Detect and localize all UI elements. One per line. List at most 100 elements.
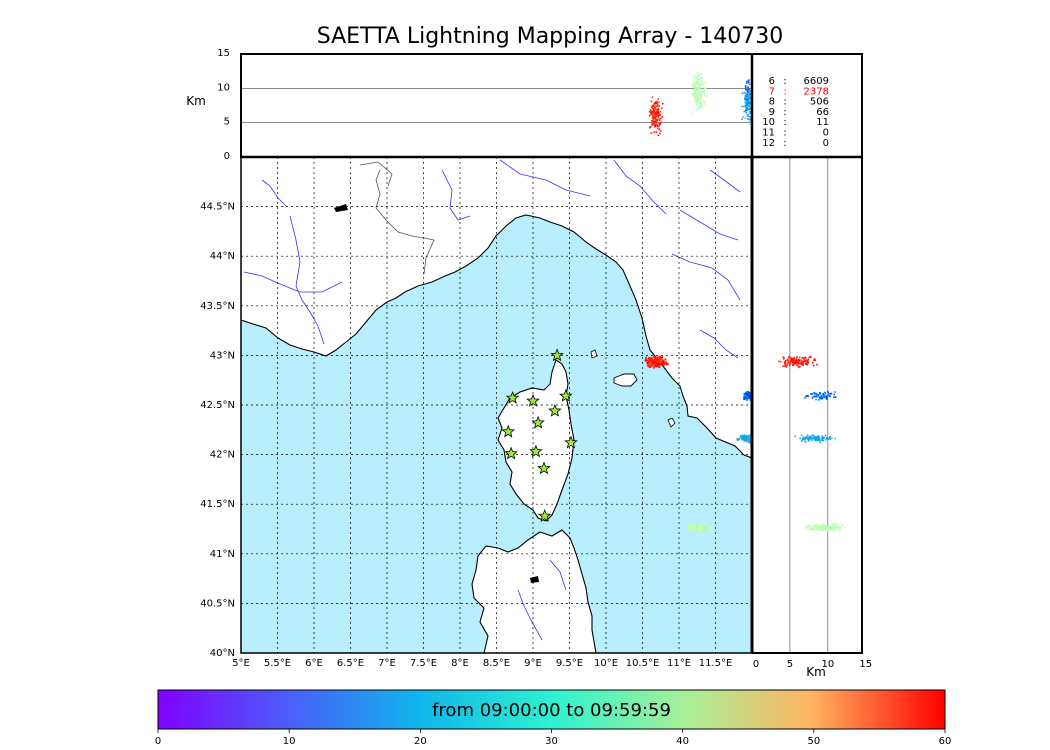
lightning-source — [697, 97, 700, 99]
lightning-source — [655, 360, 658, 363]
lightning-source — [699, 82, 702, 85]
lightning-source — [748, 91, 750, 94]
lightning-source — [802, 436, 805, 439]
lightning-source — [646, 359, 649, 362]
lightning-source — [697, 78, 700, 81]
lightning-source — [747, 438, 750, 441]
lightning-source — [821, 397, 824, 400]
lightning-source — [661, 102, 664, 105]
lightning-source — [834, 525, 837, 528]
lightning-source — [748, 87, 750, 90]
lightning-source — [704, 87, 707, 90]
lightning-source — [794, 359, 797, 362]
lightning-source — [824, 391, 826, 394]
lightning-source — [655, 108, 657, 110]
lightning-source — [661, 362, 664, 365]
lightning-source — [804, 362, 807, 365]
lightning-source — [825, 397, 828, 400]
lightning-source — [747, 80, 750, 83]
lightning-source — [699, 103, 702, 105]
lightning-source — [692, 75, 695, 78]
lightning-source — [702, 91, 704, 94]
lightning-source — [746, 109, 748, 111]
lightning-source — [748, 112, 751, 114]
lightning-source — [834, 391, 836, 393]
lightning-source — [743, 398, 746, 401]
lightning-source — [694, 94, 697, 96]
lightning-source — [822, 392, 824, 395]
lightning-source — [802, 437, 804, 439]
lightning-source — [694, 97, 697, 100]
lightning-source — [693, 99, 696, 102]
lightning-source — [824, 434, 827, 437]
lightning-source — [831, 437, 833, 439]
lightning-source — [796, 359, 799, 362]
lightning-source — [823, 395, 826, 398]
lightning-source — [822, 525, 825, 528]
colorbar-tick-label: 60 — [939, 736, 952, 747]
lightning-source — [649, 112, 652, 114]
lightning-source — [698, 78, 701, 81]
right-tick-label: 15 — [859, 659, 872, 670]
lightning-source — [744, 397, 747, 400]
lightning-source — [821, 528, 824, 530]
lightning-source — [700, 93, 702, 95]
lightning-source — [691, 523, 694, 526]
colorbar-gradient — [157, 689, 946, 730]
lightning-source — [656, 103, 659, 106]
count-value: 66 — [816, 107, 829, 118]
lightning-source — [707, 528, 710, 531]
lightning-source — [834, 528, 836, 530]
lightning-source — [824, 525, 826, 528]
lightning-source — [697, 98, 700, 100]
lightning-source — [693, 86, 696, 89]
lightning-source — [701, 80, 703, 83]
lightning-source — [806, 437, 808, 440]
lightning-source — [807, 358, 810, 361]
lightning-source — [664, 358, 667, 361]
lightning-source — [819, 393, 822, 396]
lightning-source — [692, 525, 695, 528]
lightning-source — [696, 86, 699, 88]
page-title: SAETTA Lightning Mapping Array - 140730 — [316, 24, 784, 49]
lightning-source — [702, 89, 704, 92]
lightning-source — [695, 105, 697, 107]
altitude-tick-label: 5 — [224, 117, 230, 128]
lightning-source — [794, 435, 796, 438]
lightning-source — [692, 84, 695, 87]
lightning-source — [807, 528, 809, 531]
lightning-source — [826, 395, 829, 398]
lightning-source — [825, 437, 828, 440]
lightning-source — [653, 112, 656, 115]
lightning-source — [803, 359, 806, 362]
lightning-source — [657, 359, 660, 362]
lightning-source — [779, 360, 782, 363]
lat-tick-label: 41.5°N — [200, 499, 235, 510]
lightning-source — [785, 364, 788, 367]
lightning-source — [697, 524, 700, 527]
lightning-source — [654, 114, 657, 117]
colorbar: 0 10 20 30 40 50 60 — [155, 689, 952, 747]
altitude-tick-label: 15 — [217, 48, 230, 59]
count-separator: : — [783, 128, 786, 139]
lightning-source — [696, 523, 699, 526]
lightning-source — [839, 527, 841, 530]
lightning-source — [810, 436, 813, 438]
lightning-source — [701, 83, 703, 86]
lightning-source — [798, 356, 801, 359]
lightning-source — [650, 113, 653, 116]
lightning-source — [827, 394, 829, 396]
lightning-source — [659, 122, 662, 124]
lightning-source — [749, 97, 752, 99]
lightning-source — [822, 439, 825, 442]
lightning-source — [841, 525, 844, 528]
lightning-source — [653, 363, 656, 366]
lightning-source — [696, 72, 699, 74]
lightning-source — [746, 391, 749, 394]
lightning-source — [653, 355, 656, 358]
lightning-source — [792, 358, 795, 360]
lightning-source — [801, 362, 803, 364]
lightning-source — [697, 89, 699, 92]
lon-tick-label: 11°E — [667, 658, 691, 669]
lightning-source — [746, 98, 748, 101]
